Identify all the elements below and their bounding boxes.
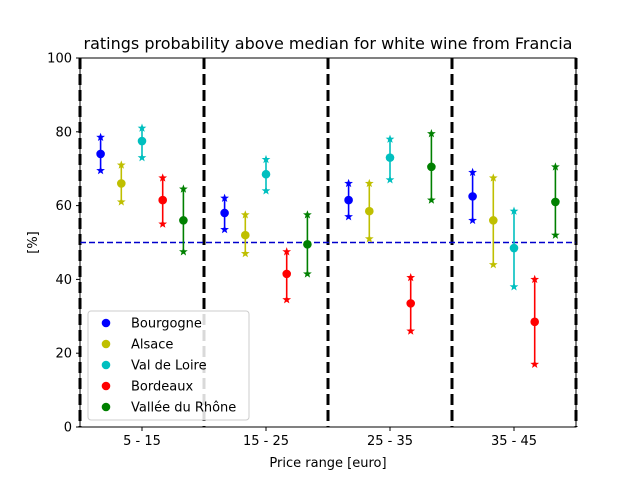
lower-bound-star	[551, 230, 560, 239]
lower-bound-star	[488, 260, 498, 269]
lower-bound-star	[509, 282, 519, 291]
upper-bound-star	[427, 129, 436, 138]
lower-bound-star	[116, 197, 126, 206]
legend-marker	[101, 339, 111, 349]
series-vall-e-du-rh-ne	[179, 129, 560, 278]
lower-bound-star	[406, 326, 416, 335]
upper-bound-star	[364, 178, 374, 188]
lower-bound-star	[364, 234, 374, 243]
legend-label: Bourgogne	[131, 317, 202, 332]
upper-bound-star	[220, 193, 229, 202]
series-val-de-loire	[137, 123, 519, 291]
series-bordeaux	[158, 173, 540, 368]
y-tick-label: 60	[55, 199, 72, 214]
data-point	[489, 216, 498, 225]
upper-bound-star	[96, 132, 105, 142]
y-tick-label: 20	[55, 347, 72, 362]
legend-box	[87, 310, 250, 421]
data-point	[551, 197, 560, 207]
upper-bound-star	[179, 184, 188, 193]
upper-bound-star	[551, 162, 560, 171]
x-axis-label: Price range [euro]	[269, 456, 386, 471]
x-tick-label: 5 - 15	[123, 434, 161, 449]
legend-marker	[101, 402, 111, 412]
legend-label: Bordeaux	[131, 380, 193, 395]
upper-bound-star	[468, 167, 477, 177]
x-tick-label: 35 - 45	[491, 434, 537, 449]
legend-marker	[101, 381, 111, 391]
data-point	[530, 317, 539, 327]
data-point	[344, 195, 353, 205]
data-point	[137, 136, 147, 146]
lower-bound-star	[179, 247, 188, 256]
upper-bound-star	[261, 154, 271, 164]
data-point	[282, 269, 292, 279]
data-point	[117, 179, 126, 188]
upper-bound-star	[158, 173, 168, 182]
upper-bound-star	[509, 206, 519, 215]
data-point	[241, 230, 250, 240]
y-axis-label: [%]	[26, 231, 41, 254]
data-point	[179, 216, 188, 225]
legend-marker	[101, 318, 111, 328]
data-point	[509, 243, 519, 253]
lower-bound-star	[468, 215, 477, 225]
lower-bound-star	[530, 359, 540, 368]
upper-bound-star	[488, 173, 498, 182]
legend-marker	[101, 360, 111, 370]
lower-bound-star	[385, 175, 395, 184]
data-point	[427, 162, 436, 172]
data-point	[385, 153, 395, 162]
x-axis: 5 - 15 15 - 25 25 - 35 35 - 45	[123, 427, 537, 449]
y-tick-label: 0	[64, 421, 72, 436]
lower-bound-star	[158, 219, 168, 228]
y-tick-label: 40	[55, 273, 72, 288]
upper-bound-star	[282, 247, 292, 256]
lower-bound-star	[137, 153, 147, 162]
upper-bound-star	[406, 272, 416, 282]
data-point	[158, 195, 167, 205]
data-point	[303, 240, 312, 249]
data-point	[365, 206, 374, 216]
legend-label: Alsace	[131, 338, 173, 353]
data-point	[406, 299, 416, 308]
y-axis: 0 20 40 60 80 100	[47, 52, 80, 436]
data-point	[96, 149, 105, 159]
data-point	[468, 192, 477, 201]
lower-bound-star	[261, 186, 271, 195]
lower-bound-star	[303, 269, 312, 278]
lower-bound-star	[220, 224, 229, 234]
upper-bound-star	[116, 160, 126, 169]
upper-bound-star	[530, 274, 540, 284]
y-tick-label: 80	[55, 125, 72, 140]
series-alsace	[116, 160, 498, 269]
upper-bound-star	[240, 210, 250, 219]
lower-bound-star	[240, 248, 250, 258]
x-tick-label: 25 - 35	[367, 434, 413, 449]
legend-label: Val de Loire	[131, 359, 207, 374]
data-point	[261, 169, 271, 179]
series-bourgogne	[96, 132, 477, 234]
data-point	[220, 208, 229, 218]
upper-bound-star	[344, 178, 353, 188]
upper-bound-star	[385, 134, 395, 143]
x-tick-label: 15 - 25	[243, 434, 289, 449]
lower-bound-star	[344, 212, 353, 221]
lower-bound-star	[427, 195, 436, 204]
upper-bound-star	[303, 210, 312, 219]
legend-label: Vallée du Rhône	[131, 401, 236, 416]
y-tick-label: 100	[47, 52, 72, 67]
axes-frame	[79, 57, 577, 428]
lower-bound-star	[282, 295, 292, 304]
lower-bound-star	[96, 165, 105, 175]
legend: Bourgogne Alsace Val de Loire Bordeaux Vallé…	[87, 310, 250, 421]
chart-title: ratings probability above median for whi…	[84, 34, 573, 53]
upper-bound-star	[137, 123, 147, 132]
